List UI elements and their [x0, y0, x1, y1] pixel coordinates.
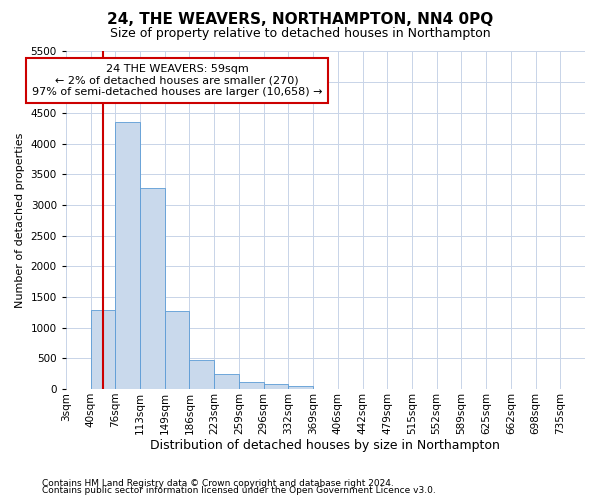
Y-axis label: Number of detached properties: Number of detached properties	[15, 132, 25, 308]
Bar	[289, 386, 313, 389]
X-axis label: Distribution of detached houses by size in Northampton: Distribution of detached houses by size …	[151, 440, 500, 452]
Bar	[165, 311, 190, 389]
Bar	[239, 382, 263, 389]
Text: Contains HM Land Registry data © Crown copyright and database right 2024.: Contains HM Land Registry data © Crown c…	[42, 478, 394, 488]
Bar	[115, 122, 140, 389]
Text: 24 THE WEAVERS: 59sqm
← 2% of detached houses are smaller (270)
97% of semi-deta: 24 THE WEAVERS: 59sqm ← 2% of detached h…	[32, 64, 322, 97]
Bar	[263, 384, 289, 389]
Bar	[91, 310, 115, 389]
Text: Contains public sector information licensed under the Open Government Licence v3: Contains public sector information licen…	[42, 486, 436, 495]
Text: Size of property relative to detached houses in Northampton: Size of property relative to detached ho…	[110, 28, 490, 40]
Bar	[140, 188, 165, 389]
Bar	[190, 360, 214, 389]
Text: 24, THE WEAVERS, NORTHAMPTON, NN4 0PQ: 24, THE WEAVERS, NORTHAMPTON, NN4 0PQ	[107, 12, 493, 28]
Bar	[214, 374, 239, 389]
